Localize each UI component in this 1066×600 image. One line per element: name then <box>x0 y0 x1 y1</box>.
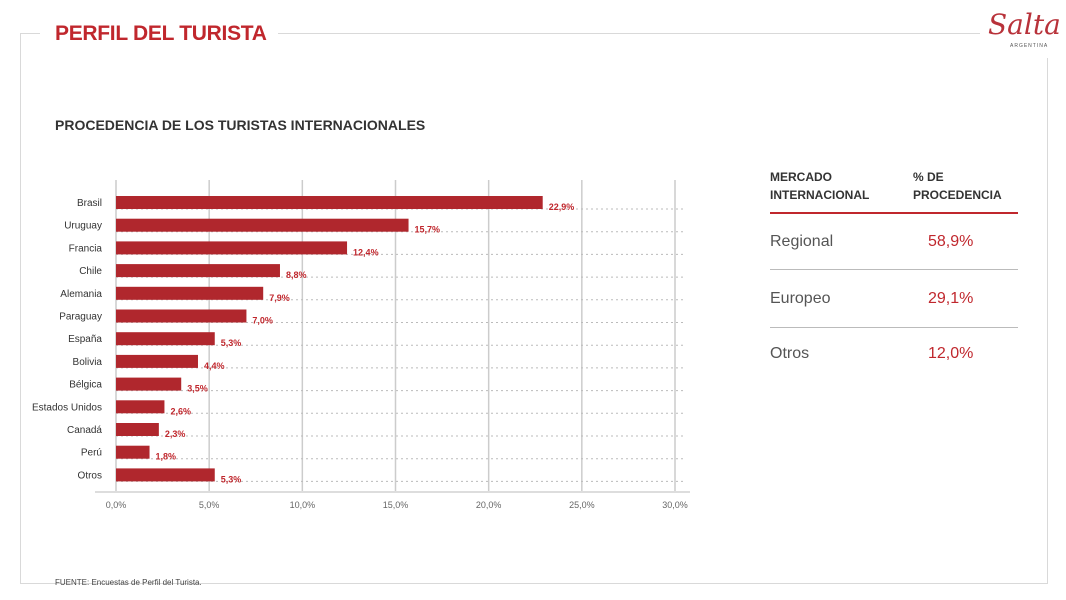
x-tick-label: 5,0% <box>199 500 220 510</box>
bar <box>116 423 159 436</box>
category-label: Brasil <box>77 198 102 209</box>
category-label: Otros <box>78 470 102 481</box>
bar <box>116 354 198 368</box>
x-tick-label: 30,0% <box>662 500 688 510</box>
data-label: 4,4% <box>204 361 225 371</box>
data-label: 7,0% <box>252 316 273 326</box>
bar <box>116 309 247 323</box>
data-label: 12,4% <box>353 247 379 257</box>
frame-top-left <box>20 33 40 34</box>
table-pct: 12,0% <box>928 345 974 362</box>
bar <box>116 286 264 300</box>
category-label: Alemania <box>60 289 102 300</box>
table-market: Europeo <box>770 290 831 307</box>
x-tick-label: 25,0% <box>569 500 595 510</box>
data-label: 5,3% <box>221 338 242 348</box>
category-label: Bélgica <box>69 380 102 391</box>
table-pct: 58,9% <box>928 233 974 250</box>
chart-title: PROCEDENCIA DE LOS TURISTAS INTERNACIONA… <box>55 117 426 133</box>
category-label: España <box>68 334 102 345</box>
row-divider <box>770 269 1018 270</box>
table-header-divider <box>770 212 1018 214</box>
data-label: 2,3% <box>165 429 186 439</box>
frame-right <box>1047 58 1048 584</box>
data-label: 5,3% <box>221 474 242 484</box>
category-label: Francia <box>69 243 103 254</box>
source-note: FUENTE: Encuestas de Perfil del Turista. <box>55 578 202 587</box>
salta-logo: Salta <box>988 8 1061 41</box>
category-label: Uruguay <box>64 221 102 232</box>
frame-bottom <box>20 583 1048 584</box>
page-title: PERFIL DEL TURISTA <box>55 22 267 45</box>
data-label: 3,5% <box>187 384 208 394</box>
x-tick-label: 10,0% <box>290 500 316 510</box>
table-header-pct: % DE PROCEDENCIA <box>913 170 1002 202</box>
table-market: Otros <box>770 345 810 362</box>
category-label: Bolivia <box>73 357 103 368</box>
bar <box>116 400 165 414</box>
bar <box>116 241 348 255</box>
table-header-market: MERCADO INTERNACIONAL <box>770 170 870 202</box>
row-divider <box>770 327 1018 328</box>
bar <box>116 445 150 459</box>
bar-chart: 0,0% 5,0% 10,0% 15,0% 20,0% 25,0% 30,0% Brasil 2… <box>32 180 690 510</box>
category-label: Canadá <box>67 425 102 436</box>
data-label: 2,6% <box>170 406 191 416</box>
frame-left <box>20 33 21 583</box>
data-label: 15,7% <box>415 225 441 235</box>
bar <box>116 264 280 278</box>
bar <box>116 218 409 232</box>
x-tick-label: 0,0% <box>106 500 127 510</box>
x-tick-label: 20,0% <box>476 500 502 510</box>
table-pct: 29,1% <box>928 290 974 307</box>
table-market: Regional <box>770 233 834 250</box>
x-tick-label: 15,0% <box>383 500 409 510</box>
data-label: 8,8% <box>286 270 307 280</box>
data-label: 22,9% <box>549 202 575 212</box>
data-label: 1,8% <box>156 452 177 462</box>
category-label: Paraguay <box>59 312 102 323</box>
frame-top <box>278 33 980 34</box>
category-label: Estados Unidos <box>32 402 102 413</box>
salta-logo-sub: ARGENTINA <box>1010 43 1049 49</box>
bar <box>116 468 215 482</box>
category-label: Perú <box>81 448 102 459</box>
bar <box>116 332 215 346</box>
category-label: Chile <box>79 266 102 277</box>
bar <box>116 196 543 209</box>
data-label: 7,9% <box>269 293 290 303</box>
bar <box>116 377 182 391</box>
